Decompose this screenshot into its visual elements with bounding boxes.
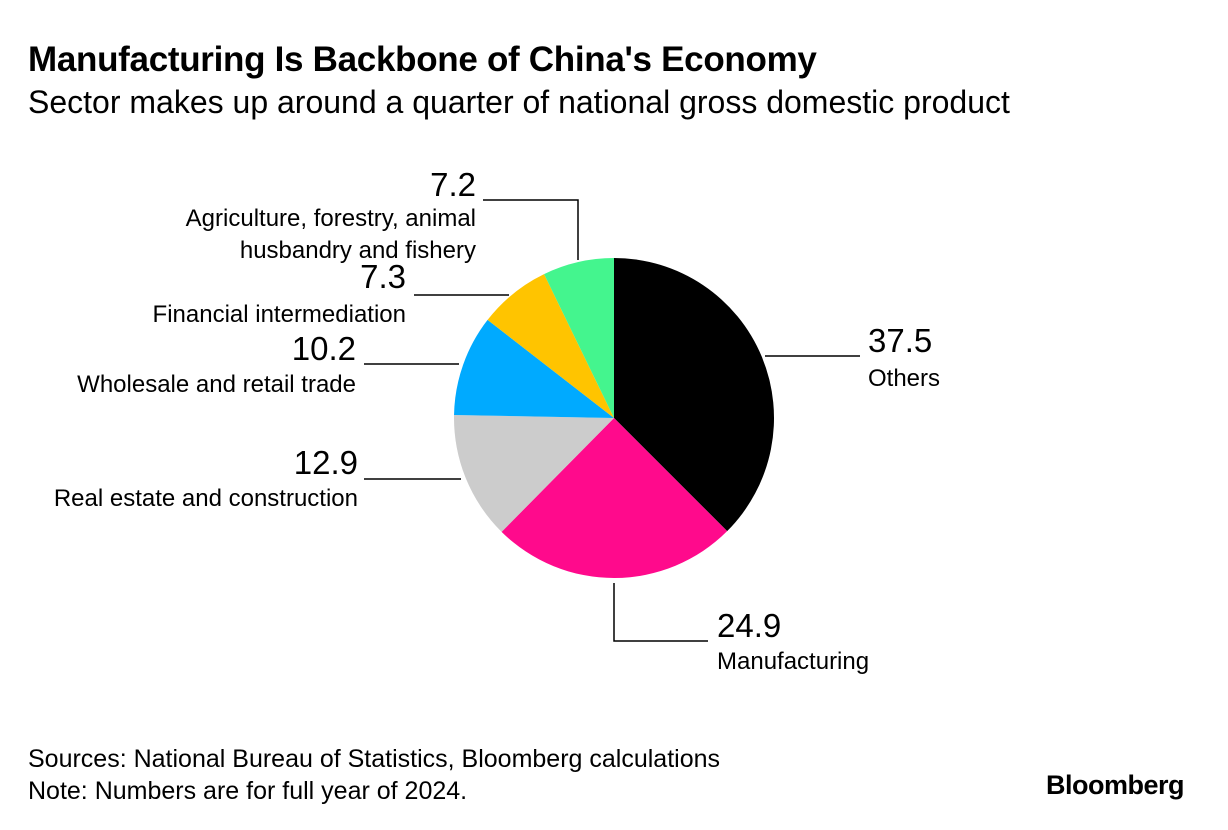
chart-title: Manufacturing Is Backbone of China's Eco…	[28, 40, 817, 79]
category-label-financial-intermediation: Financial intermediation	[153, 301, 406, 328]
category-label-agriculture-forestry-animal-husbandry-and-fishery-line-2: husbandry and fishery	[240, 237, 476, 264]
value-label-agriculture-forestry-animal-husbandry-and-fishery: 7.2	[430, 166, 476, 203]
pie-slice-agriculture-forestry-animal-husbandry-and-fishery	[544, 258, 614, 418]
leader-line-agriculture-forestry-animal-husbandry-and-fishery	[483, 199, 579, 260]
category-label-agriculture-forestry-animal-husbandry-and-fishery-line-1: Agriculture, forestry, animal	[186, 205, 476, 232]
pie-slice-manufacturing	[501, 418, 728, 579]
value-label-real-estate-and-construction: 12.9	[294, 444, 358, 481]
pie-slice-financial-intermediation	[487, 274, 614, 418]
category-label-real-estate-and-construction: Real estate and construction	[54, 485, 358, 512]
pie-slice-wholesale-and-retail-trade	[454, 319, 614, 418]
leader-line-manufacturing	[613, 583, 708, 642]
value-label-financial-intermediation: 7.3	[360, 258, 406, 295]
bloomberg-logo: Bloomberg	[1046, 770, 1185, 800]
value-label-manufacturing: 24.9	[717, 607, 781, 644]
chart-subtitle: Sector makes up around a quarter of nati…	[28, 84, 1010, 120]
category-label-others: Others	[868, 365, 940, 392]
value-label-wholesale-and-retail-trade: 10.2	[292, 330, 356, 367]
category-label-manufacturing: Manufacturing	[717, 648, 869, 675]
category-label-wholesale-and-retail-trade: Wholesale and retail trade	[77, 371, 356, 398]
footnote: Note: Numbers are for full year of 2024.	[28, 777, 468, 805]
pie-slice-others	[614, 258, 775, 532]
value-label-others: 37.5	[868, 322, 932, 359]
sources-note: Sources: National Bureau of Statistics, …	[28, 745, 721, 773]
pie-slice-real-estate-and-construction	[454, 414, 614, 532]
